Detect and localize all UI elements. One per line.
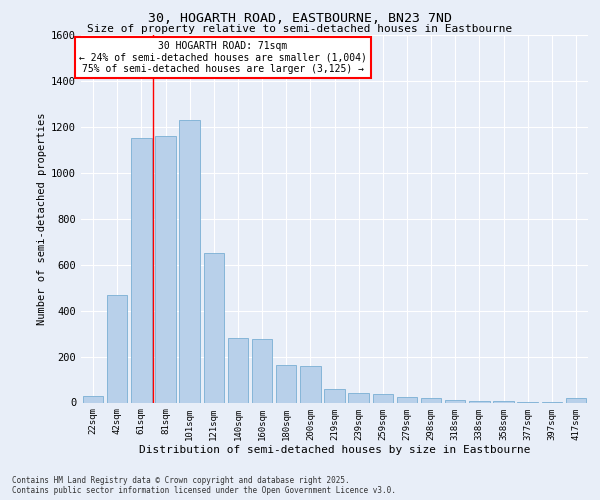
Bar: [83, 396, 103, 402]
Bar: [276, 364, 296, 403]
Text: Size of property relative to semi-detached houses in Eastbourne: Size of property relative to semi-detach…: [88, 24, 512, 34]
X-axis label: Distribution of semi-detached houses by size in Eastbourne: Distribution of semi-detached houses by …: [139, 445, 530, 455]
Bar: [397, 397, 417, 402]
Bar: [445, 400, 466, 402]
Bar: [300, 366, 320, 403]
Bar: [324, 388, 345, 402]
Bar: [107, 294, 127, 403]
Bar: [373, 394, 393, 402]
Text: 30, HOGARTH ROAD, EASTBOURNE, BN23 7ND: 30, HOGARTH ROAD, EASTBOURNE, BN23 7ND: [148, 12, 452, 26]
Bar: [155, 136, 176, 402]
Y-axis label: Number of semi-detached properties: Number of semi-detached properties: [37, 112, 47, 325]
Bar: [227, 338, 248, 402]
Bar: [469, 400, 490, 402]
Text: 30 HOGARTH ROAD: 71sqm
← 24% of semi-detached houses are smaller (1,004)
75% of : 30 HOGARTH ROAD: 71sqm ← 24% of semi-det…: [79, 40, 367, 74]
Bar: [421, 398, 442, 402]
Bar: [252, 340, 272, 402]
Bar: [349, 394, 369, 402]
Bar: [179, 120, 200, 403]
Text: Contains HM Land Registry data © Crown copyright and database right 2025.
Contai: Contains HM Land Registry data © Crown c…: [12, 476, 396, 495]
Bar: [131, 138, 152, 402]
Bar: [566, 398, 586, 402]
Bar: [203, 253, 224, 402]
Bar: [493, 401, 514, 402]
